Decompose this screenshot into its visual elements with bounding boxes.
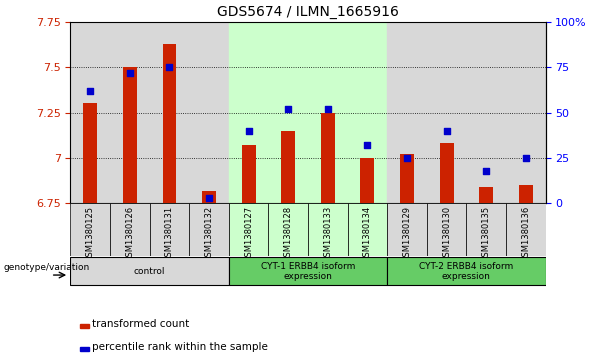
Bar: [400, 154, 414, 203]
FancyBboxPatch shape: [70, 257, 229, 285]
Bar: [466, 22, 506, 203]
Bar: [110, 203, 150, 256]
Text: GSM1380133: GSM1380133: [323, 206, 332, 262]
Bar: [506, 22, 546, 203]
FancyBboxPatch shape: [229, 257, 387, 285]
Bar: [242, 145, 256, 203]
Bar: [80, 323, 88, 328]
Bar: [360, 158, 375, 203]
Text: GSM1380125: GSM1380125: [86, 206, 95, 262]
Bar: [123, 67, 137, 203]
Bar: [427, 22, 466, 203]
Text: GSM1380135: GSM1380135: [482, 206, 490, 262]
Point: [481, 168, 491, 174]
Bar: [348, 203, 387, 256]
Point: [362, 142, 372, 148]
Text: genotype/variation: genotype/variation: [4, 263, 89, 272]
Bar: [229, 22, 268, 203]
Text: transformed count: transformed count: [92, 318, 189, 329]
Bar: [308, 203, 348, 256]
Text: GSM1380132: GSM1380132: [205, 206, 213, 262]
Bar: [150, 203, 189, 256]
Point: [283, 106, 293, 112]
Bar: [268, 203, 308, 256]
Bar: [348, 22, 387, 203]
Bar: [229, 203, 268, 256]
Text: GSM1380134: GSM1380134: [363, 206, 372, 262]
Text: GSM1380128: GSM1380128: [284, 206, 293, 262]
Bar: [281, 131, 295, 203]
Point: [125, 70, 135, 76]
Bar: [479, 187, 493, 203]
Point: [244, 128, 254, 134]
Bar: [519, 185, 533, 203]
Title: GDS5674 / ILMN_1665916: GDS5674 / ILMN_1665916: [217, 5, 399, 19]
Bar: [506, 203, 546, 256]
Bar: [387, 22, 427, 203]
Text: GSM1380130: GSM1380130: [442, 206, 451, 262]
Bar: [162, 44, 177, 203]
Bar: [70, 203, 110, 256]
Point: [323, 106, 333, 112]
Text: CYT-1 ERBB4 isoform
expression: CYT-1 ERBB4 isoform expression: [261, 262, 355, 281]
Bar: [189, 203, 229, 256]
Bar: [440, 143, 454, 203]
Bar: [150, 22, 189, 203]
Bar: [70, 22, 110, 203]
Text: GSM1380131: GSM1380131: [165, 206, 174, 262]
Point: [521, 155, 531, 161]
Point: [204, 195, 214, 201]
Bar: [321, 113, 335, 203]
Bar: [202, 191, 216, 203]
Text: percentile rank within the sample: percentile rank within the sample: [92, 342, 268, 352]
Bar: [83, 103, 97, 203]
Bar: [189, 22, 229, 203]
Bar: [308, 22, 348, 203]
Text: GSM1380136: GSM1380136: [521, 206, 530, 262]
Bar: [80, 347, 88, 351]
Point: [164, 64, 174, 70]
Bar: [110, 22, 150, 203]
Text: GSM1380126: GSM1380126: [126, 206, 134, 262]
Bar: [466, 203, 506, 256]
Bar: [387, 203, 427, 256]
Point: [402, 155, 412, 161]
Text: GSM1380127: GSM1380127: [244, 206, 253, 262]
Text: GSM1380129: GSM1380129: [403, 206, 411, 262]
Point: [442, 128, 452, 134]
Text: control: control: [134, 267, 166, 276]
Bar: [427, 203, 466, 256]
Bar: [268, 22, 308, 203]
Point: [85, 88, 95, 94]
FancyBboxPatch shape: [387, 257, 546, 285]
Text: CYT-2 ERBB4 isoform
expression: CYT-2 ERBB4 isoform expression: [419, 262, 514, 281]
